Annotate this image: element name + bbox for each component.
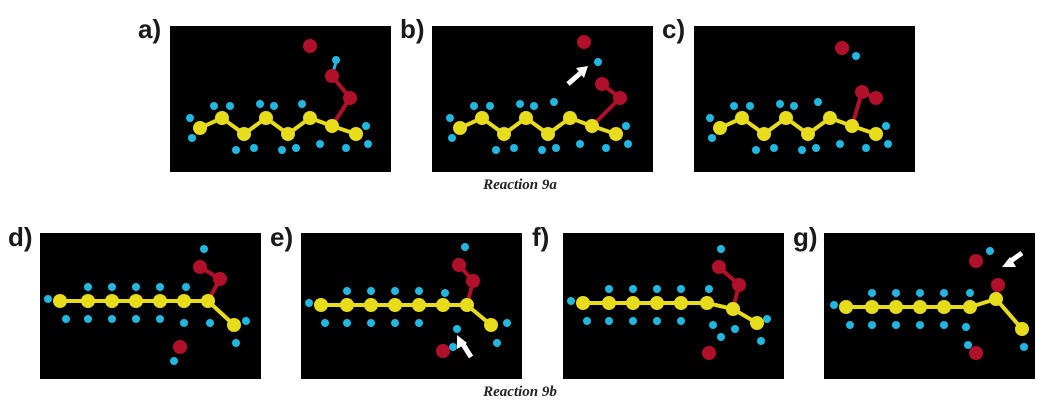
panel-a-label: a) [138,14,162,44]
panel-d [40,233,261,379]
molecule-d-svg [44,245,250,365]
molecule-a-svg [186,39,372,154]
panel-d-label: d) [8,222,33,252]
caption-reaction-9a: Reaction 9a [483,177,557,193]
arrow-icon [1002,250,1024,267]
panel-f [563,233,784,379]
panel-b-label: b) [400,14,425,44]
molecule-b-svg [446,35,632,154]
panel-b [432,26,653,172]
panel-e [301,233,522,379]
molecule-f-svg [567,245,771,360]
molecule-c-svg [706,41,892,154]
arrow-icon [457,335,474,359]
molecule-g-svg [830,247,1029,360]
panel-f-label: f) [532,222,550,252]
panel-e-label: e) [270,222,294,252]
arrow-icon [566,66,588,86]
molecule-e-svg [305,243,511,359]
panel-c-label: c) [662,14,686,44]
panel-a [170,26,391,172]
panel-c [694,26,915,172]
panel-g-label: g) [793,222,818,252]
caption-reaction-9b: Reaction 9b [483,384,557,400]
panel-g [824,233,1035,379]
